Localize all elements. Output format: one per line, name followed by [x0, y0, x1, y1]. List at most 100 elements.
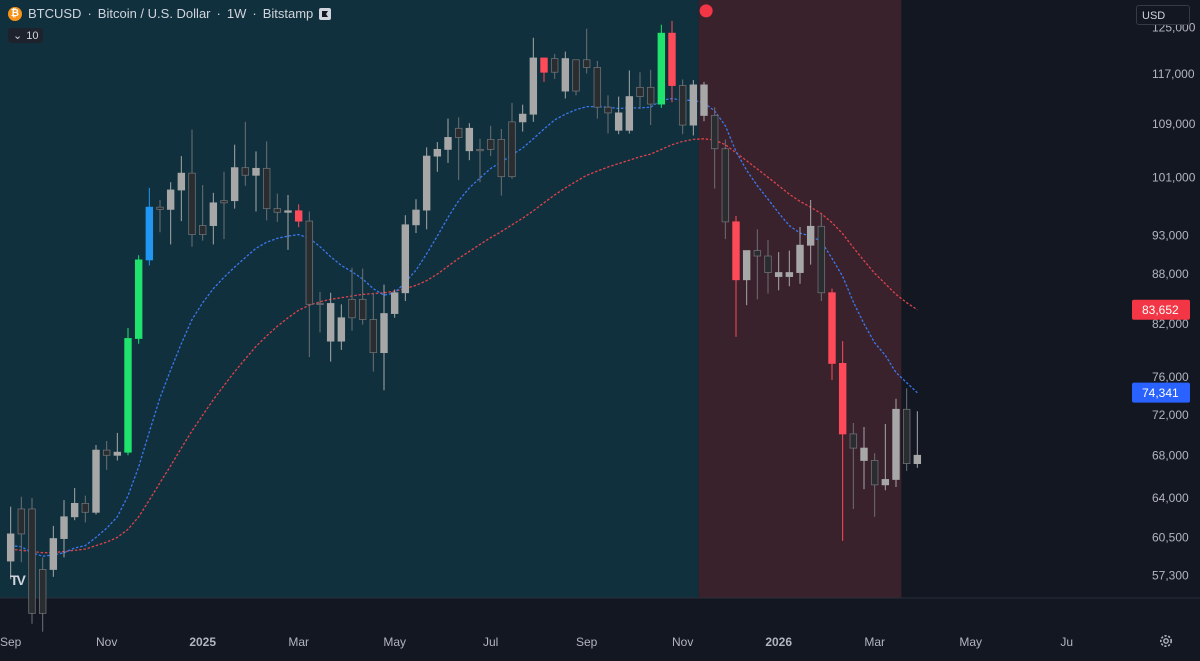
candle[interactable]	[113, 432, 122, 461]
candle[interactable]	[860, 426, 868, 490]
candle-body	[785, 272, 794, 277]
candle[interactable]	[518, 104, 527, 132]
candle[interactable]	[412, 199, 420, 234]
candle[interactable]	[230, 144, 239, 209]
candle[interactable]	[209, 192, 218, 245]
candle[interactable]	[134, 255, 143, 344]
candle-body	[902, 408, 911, 465]
currency-select[interactable]: USD	[1136, 5, 1190, 25]
candle[interactable]	[390, 289, 399, 318]
candle[interactable]	[902, 388, 911, 471]
candle[interactable]	[678, 79, 687, 135]
candle[interactable]	[28, 497, 36, 624]
candle[interactable]	[636, 72, 644, 110]
candle[interactable]	[273, 193, 282, 222]
candle[interactable]	[145, 187, 154, 266]
signal-marker[interactable]	[699, 4, 713, 18]
candle[interactable]	[625, 70, 634, 134]
candle[interactable]	[92, 445, 100, 515]
candle[interactable]	[102, 440, 111, 470]
candle[interactable]	[828, 288, 836, 380]
candle[interactable]	[70, 488, 79, 521]
candle[interactable]	[838, 341, 847, 541]
candle[interactable]	[796, 227, 804, 284]
candle[interactable]	[721, 139, 730, 240]
candle[interactable]	[316, 291, 324, 333]
candle[interactable]	[166, 182, 175, 245]
candle[interactable]	[550, 53, 559, 79]
candle[interactable]	[124, 328, 132, 456]
candle[interactable]	[742, 250, 751, 306]
candle[interactable]	[774, 252, 783, 291]
candle[interactable]	[156, 199, 164, 233]
candle[interactable]	[529, 37, 538, 122]
candle[interactable]	[710, 107, 719, 189]
candle[interactable]	[753, 229, 762, 300]
candle[interactable]	[913, 411, 922, 468]
candle[interactable]	[241, 121, 250, 186]
candle[interactable]	[188, 129, 196, 247]
indicators-toggle[interactable]: ⌄ 10	[8, 28, 44, 43]
candle[interactable]	[646, 69, 655, 126]
candle[interactable]	[17, 496, 26, 563]
candle[interactable]	[881, 423, 890, 491]
candle[interactable]	[732, 215, 740, 337]
candle[interactable]	[582, 28, 591, 74]
candle[interactable]	[540, 57, 548, 82]
candle[interactable]	[785, 250, 794, 287]
candle[interactable]	[849, 422, 858, 509]
candle[interactable]	[668, 20, 676, 103]
candle[interactable]	[401, 215, 410, 301]
candle[interactable]	[817, 213, 826, 301]
candle[interactable]	[486, 125, 495, 157]
tradingview-logo-icon[interactable]: TV	[10, 572, 26, 588]
candle[interactable]	[305, 211, 314, 358]
candle[interactable]	[572, 59, 580, 96]
candle[interactable]	[508, 102, 516, 179]
candle[interactable]	[433, 142, 442, 172]
candle[interactable]	[870, 453, 879, 517]
candle[interactable]	[81, 495, 90, 523]
gear-icon[interactable]	[1158, 633, 1174, 649]
candle[interactable]	[177, 156, 186, 222]
candle[interactable]	[38, 557, 47, 632]
candle[interactable]	[262, 141, 271, 221]
candle[interactable]	[454, 117, 463, 181]
candle[interactable]	[326, 292, 335, 362]
y-tick-label: 68,000	[1152, 448, 1189, 462]
candle[interactable]	[764, 239, 772, 294]
candle[interactable]	[689, 80, 698, 136]
candle[interactable]	[806, 199, 815, 265]
candle[interactable]	[252, 151, 260, 212]
candle[interactable]	[198, 185, 207, 241]
candle[interactable]	[700, 81, 708, 122]
candle[interactable]	[380, 284, 388, 391]
candle[interactable]	[6, 506, 15, 580]
candle[interactable]	[892, 398, 900, 487]
candle[interactable]	[444, 118, 452, 163]
candle[interactable]	[476, 138, 484, 183]
candle[interactable]	[337, 304, 346, 350]
candle[interactable]	[657, 24, 666, 108]
candle[interactable]	[561, 51, 570, 99]
candle[interactable]	[497, 128, 506, 196]
candle[interactable]	[284, 194, 292, 250]
candle[interactable]	[369, 292, 378, 372]
candle[interactable]	[422, 147, 431, 230]
candle[interactable]	[60, 500, 68, 558]
candle-body	[678, 85, 687, 126]
candle[interactable]	[593, 60, 602, 119]
candle[interactable]	[220, 171, 228, 240]
candle[interactable]	[294, 204, 303, 228]
candle[interactable]	[348, 267, 356, 331]
candle-body	[60, 516, 68, 539]
symbol-legend[interactable]: ₿ BTCUSD · Bitcoin / U.S. Dollar · 1W · …	[8, 6, 332, 21]
candle[interactable]	[614, 96, 623, 135]
candle[interactable]	[49, 525, 58, 577]
candle[interactable]	[604, 95, 612, 134]
candle[interactable]	[465, 123, 474, 161]
candle[interactable]	[358, 268, 367, 325]
flag-icon[interactable]	[319, 7, 332, 20]
